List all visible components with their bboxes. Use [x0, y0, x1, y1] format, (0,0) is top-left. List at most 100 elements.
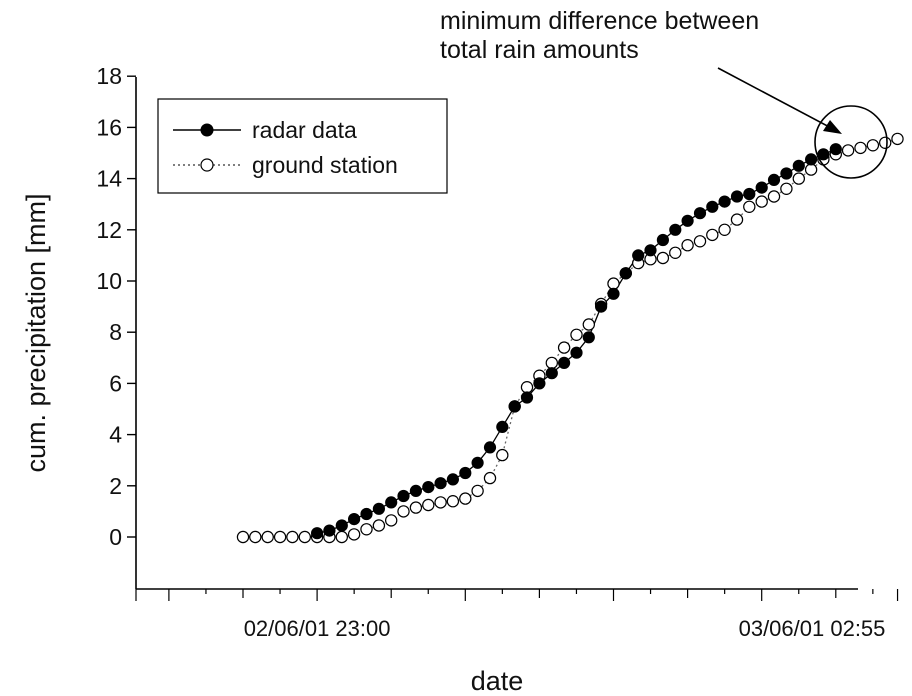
radar-point [422, 481, 435, 494]
y-tick-label: 0 [109, 524, 122, 550]
radar-point [805, 153, 818, 166]
radar-point [632, 249, 645, 262]
ground-point [780, 182, 793, 195]
ground-point [693, 235, 707, 248]
ground-point [446, 495, 460, 508]
radar-point [348, 513, 361, 526]
legend-ground-label: ground station [252, 152, 398, 178]
y-tick-label: 16 [96, 114, 122, 140]
annotation-text-line1: minimum difference between [440, 7, 759, 35]
radar-point [767, 173, 781, 186]
y-tick-label: 6 [109, 370, 122, 396]
radar-point [780, 167, 793, 180]
y-tick-label: 14 [96, 166, 122, 192]
ground-point [335, 530, 348, 544]
series-layer [236, 132, 904, 544]
radar-point [397, 489, 410, 503]
x-axis-title: date [471, 666, 524, 696]
ground-point [409, 501, 423, 514]
radar-point [409, 484, 422, 497]
ground-point [730, 213, 744, 226]
radar-point [656, 233, 670, 247]
radar-point [533, 377, 546, 390]
annotation-text-line2: total rain amounts [440, 36, 639, 64]
ground-point [755, 195, 768, 208]
ground-point [459, 492, 472, 505]
radar-point [681, 214, 694, 227]
y-tick-label: 2 [109, 473, 122, 499]
radar-point [483, 441, 497, 454]
radar-point [644, 244, 657, 257]
ground-point [545, 356, 559, 370]
y-tick-label: 12 [96, 217, 122, 243]
y-axis-title: cum. precipitation [mm] [21, 193, 51, 472]
ground-point [483, 471, 497, 485]
ground-point [841, 144, 855, 157]
radar-point [755, 181, 768, 194]
ground-point [557, 341, 571, 354]
radar-point [335, 519, 348, 532]
ground-point [706, 228, 719, 242]
ground-point [854, 141, 867, 155]
y-tick-label: 8 [109, 319, 122, 345]
radar-point [595, 300, 608, 313]
radar-point [829, 143, 842, 156]
radar-point [669, 223, 682, 236]
ground-point [743, 200, 756, 213]
ground-point [520, 381, 534, 394]
radar-point [471, 456, 484, 469]
ground-point [360, 523, 373, 536]
ground-point [804, 163, 818, 176]
annotation-circle [814, 105, 888, 179]
annotation: minimum difference between total rain am… [440, 7, 888, 179]
y-tick-label: 18 [96, 63, 122, 89]
ground-point [261, 530, 274, 544]
radar-point [570, 346, 583, 359]
ground-point [767, 190, 781, 203]
legend: radar data ground station [157, 98, 448, 194]
ground-point [372, 519, 386, 532]
ground-point [286, 530, 299, 544]
y-axis-ticks: 0 2 4 6 8 10 12 14 16 18 [96, 63, 136, 550]
radar-point [459, 466, 472, 480]
radar-point [718, 195, 731, 208]
ground-point [879, 136, 892, 149]
legend-radar-marker [200, 123, 214, 137]
ground-point [249, 530, 262, 544]
radar-point [730, 190, 744, 203]
ground-point [236, 530, 250, 544]
radar-point [385, 496, 398, 509]
ground-point [347, 528, 361, 541]
radar-point [446, 473, 459, 486]
ground-point [656, 251, 670, 265]
radar-point [372, 502, 385, 515]
radar-point [582, 331, 595, 344]
radar-point [619, 267, 632, 280]
ground-point [298, 530, 311, 544]
ground-point [471, 484, 484, 498]
radar-point [434, 477, 447, 490]
radar-point [693, 207, 707, 220]
ground-point [422, 498, 435, 512]
ground-point [718, 223, 731, 236]
radar-point [311, 527, 324, 540]
radar-point [706, 200, 719, 213]
y-tick-label: 4 [109, 422, 122, 448]
series-line-ground [243, 138, 898, 538]
x-tick-label: 03/06/01 02:55 [739, 616, 886, 641]
y-tick-label: 10 [96, 268, 122, 294]
ground-point [681, 238, 694, 252]
radar-point [743, 187, 756, 201]
ground-point [496, 448, 509, 462]
ground-point [397, 505, 410, 518]
radar-point [607, 287, 620, 300]
legend-box [157, 98, 448, 194]
ground-point [866, 139, 880, 152]
radar-point [545, 367, 558, 380]
legend-ground-marker [200, 158, 214, 172]
ground-point [570, 328, 583, 341]
radar-point [520, 391, 534, 404]
annotation-arrow-line [717, 67, 836, 131]
radar-point [360, 507, 373, 521]
